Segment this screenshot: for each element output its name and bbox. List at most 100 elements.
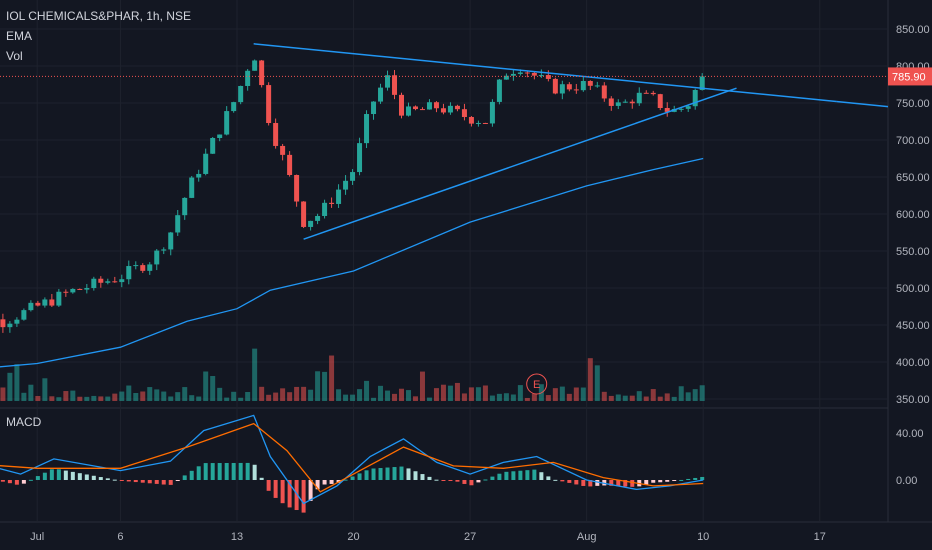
macd-histogram-bar [91, 475, 96, 480]
macd-histogram-bar [63, 470, 68, 480]
macd-histogram-bar [525, 470, 530, 480]
macd-histogram-bar [28, 479, 33, 481]
volume-bar [70, 390, 76, 401]
price-badge-label: 785.90 [892, 71, 926, 83]
volume-bar [559, 386, 565, 401]
candle-body [42, 299, 48, 306]
candle-body [126, 266, 132, 280]
volume-bar [343, 394, 349, 401]
candle-body [21, 310, 27, 320]
candle-body [35, 302, 41, 306]
macd-histogram-bar [399, 466, 404, 480]
candle-body [629, 101, 635, 104]
candle-body [168, 232, 174, 250]
candle-body [140, 265, 146, 271]
candle-body [615, 102, 621, 106]
volume-bar [28, 384, 34, 401]
macd-histogram-bar [105, 478, 110, 480]
price-tick-label: 700.00 [896, 135, 930, 147]
signal-line [0, 422, 704, 493]
volume-bar [699, 385, 705, 401]
ema-line [0, 157, 704, 368]
candle-body [573, 89, 579, 91]
volume-bar [133, 392, 139, 401]
volume-bar [126, 385, 132, 401]
macd-histogram-bar [672, 480, 677, 481]
candle-body [566, 84, 572, 90]
macd-histogram-bar [574, 480, 579, 485]
volume-bar [357, 389, 363, 401]
macd-histogram-bar [245, 462, 250, 480]
macd-histogram-bar [168, 480, 173, 485]
price-tick-label: 400.00 [896, 357, 930, 369]
macd-histogram-bar [700, 476, 705, 480]
volume-bar [7, 372, 13, 401]
candle-body [301, 201, 307, 227]
candle-body [273, 123, 279, 146]
candle-body [84, 288, 90, 290]
macd-histogram-bar [497, 473, 502, 480]
macd-histogram-bar [21, 480, 26, 484]
macd-histogram-bar [252, 464, 257, 480]
volume-bar [657, 396, 663, 401]
candle-body [517, 72, 523, 74]
macd-histogram-bar [126, 480, 131, 482]
macd-histogram-bar [70, 471, 75, 480]
candle-body [489, 101, 495, 124]
macd-histogram-bar [532, 469, 537, 480]
candle-body [182, 197, 188, 216]
volume-bar [489, 395, 495, 401]
macd-histogram-bar [147, 480, 152, 484]
volume-bar [566, 393, 572, 401]
volume-bar [322, 371, 328, 401]
macd-histogram-bar [322, 480, 327, 485]
macd-histogram-bar [630, 480, 635, 487]
ema-legend: EMA [6, 29, 33, 43]
macd-histogram-bar [560, 480, 565, 482]
candle-body [461, 109, 467, 118]
volume-bar [273, 392, 279, 401]
macd-histogram-bar [686, 478, 691, 480]
candle-body [657, 94, 663, 108]
candle-body [0, 319, 6, 328]
candle-body [266, 85, 272, 124]
candle-body [643, 92, 649, 94]
trendline-lower [303, 87, 737, 240]
price-tick-label: 500.00 [896, 283, 930, 295]
macd-histogram-bar [182, 475, 187, 480]
volume-bar [685, 392, 691, 401]
candle-body [315, 215, 321, 221]
candle-body [105, 281, 111, 283]
grid [0, 0, 932, 523]
vol-legend: Vol [6, 49, 23, 63]
volume-bar [419, 371, 425, 401]
candle-body [664, 107, 670, 112]
candle-body [322, 202, 328, 216]
candle-body [587, 81, 593, 86]
chart-title: IOL CHEMICALS&PHAR, 1h, NSE [6, 9, 191, 23]
macd-histogram-bar [490, 476, 495, 480]
volume-bar [601, 391, 607, 401]
candle-body [7, 323, 13, 328]
volume-bar [636, 391, 642, 401]
candle-body [357, 143, 363, 173]
candle-body [510, 73, 516, 76]
candle-body [175, 215, 181, 233]
volume-bar [98, 396, 104, 401]
candle-body [343, 180, 349, 190]
macd-histogram-bar [56, 469, 61, 480]
macd-histogram-bar [518, 470, 523, 480]
macd-histogram-bar [364, 470, 369, 480]
candle-body [245, 70, 251, 86]
macd-histogram-bar [259, 477, 264, 480]
volume-bar [671, 396, 677, 401]
volume-bar [154, 389, 160, 401]
trendline-upper [253, 43, 837, 103]
macd-histogram-bar [406, 468, 411, 480]
volume-bar [503, 393, 509, 401]
macd-histogram-bar [84, 474, 89, 480]
macd-histogram-bar [238, 462, 243, 480]
macd-histogram-bar [546, 476, 551, 480]
price-tick-label: 600.00 [896, 209, 930, 221]
